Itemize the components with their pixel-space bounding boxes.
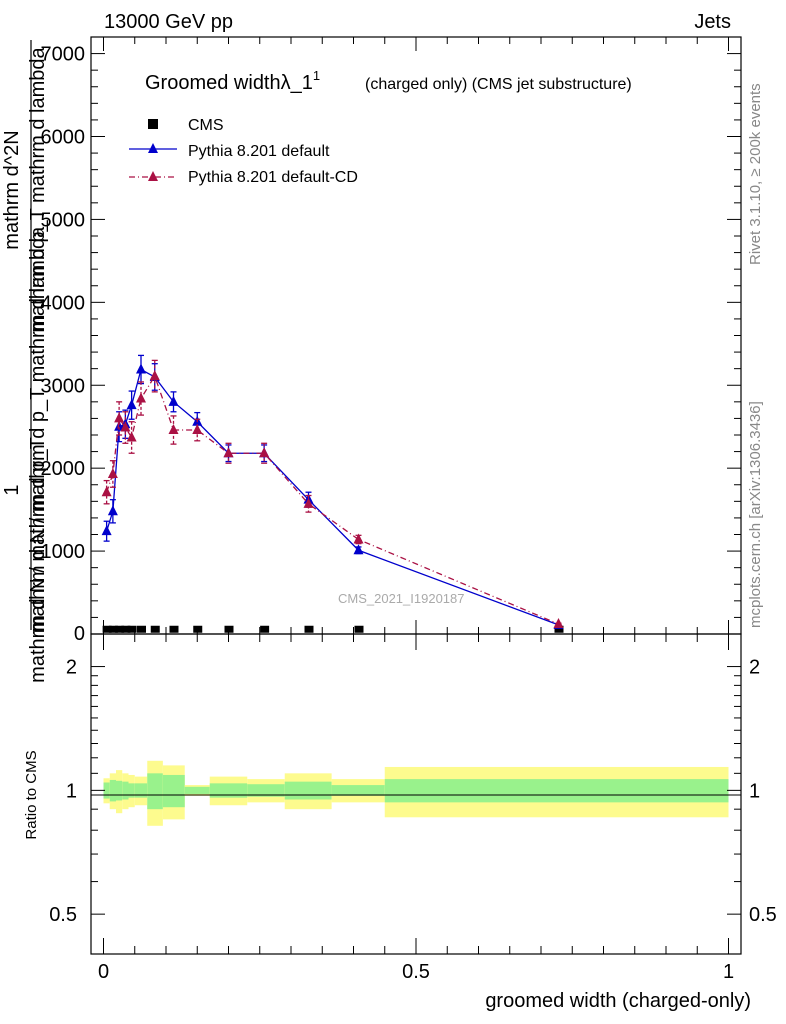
- ratio-y-label: Ratio to CMS: [23, 750, 40, 839]
- legend-cd-marker: [148, 171, 158, 181]
- stat-uncertainty-band: [284, 781, 332, 800]
- main-y-axis: 1000 2000 3000 4000 5000 6000 7000 0: [41, 36, 741, 645]
- collision-label: 13000 GeV pp: [104, 11, 233, 33]
- y-tick-label-zero: 0: [74, 623, 85, 645]
- stat-uncertainty-band: [116, 780, 123, 801]
- ratio-y-tick-label: 1: [66, 780, 77, 802]
- data-point-triangle: [107, 505, 118, 516]
- data-point-cms: [127, 625, 137, 633]
- stat-uncertainty-band: [122, 781, 129, 800]
- data-point-triangle: [259, 447, 270, 458]
- data-point-cms: [121, 625, 131, 633]
- stat-uncertainty-band: [128, 783, 135, 798]
- data-point-triangle: [101, 486, 112, 497]
- x-tick-label: 0: [98, 961, 109, 983]
- data-point-cms: [115, 625, 125, 633]
- ratio-y-tick-label: 0.5: [49, 904, 77, 926]
- data-point-triangle: [149, 370, 160, 381]
- stat-uncertainty-band: [209, 783, 248, 798]
- y-tick-label: 4000: [41, 292, 86, 314]
- watermark: CMS_2021_I1920187: [338, 591, 465, 606]
- legend-cms-label: CMS: [188, 117, 224, 134]
- y-label-one: 1: [1, 484, 23, 495]
- legend: CMS Pythia 8.201 default Pythia 8.201 de…: [129, 117, 358, 186]
- stat-uncertainty-band: [247, 784, 285, 797]
- series-line-1: [106, 368, 559, 626]
- stat-uncertainty-band: [384, 779, 729, 803]
- data-point-cms: [137, 625, 146, 633]
- stat-uncertainty-band: [134, 783, 148, 798]
- data-point-triangle: [303, 497, 314, 508]
- legend-cd-label: Pythia 8.201 default-CD: [188, 169, 358, 186]
- data-point-triangle: [223, 447, 234, 458]
- data-point-triangle: [107, 467, 118, 478]
- x-tick-label: 1: [723, 961, 734, 983]
- chart-title-note: (charged only) (CMS jet substructure): [365, 76, 632, 93]
- data-point-triangle: [168, 424, 179, 435]
- rivet-label: Rivet 3.1.10, ≥ 200k events: [747, 83, 764, 265]
- mcplots-label: mcplots.cern.ch [arXiv:1306.3436]: [747, 401, 764, 628]
- data-point-cms: [354, 625, 364, 633]
- main-y-label: 1 mathrm d^2N mathrm d p_T mathrm d lamb…: [1, 40, 49, 683]
- ratio-panel: 0.5 0.51 12 2 0 0.5 1 Ratio to CMS groomed wi…: [23, 633, 777, 1012]
- stat-uncertainty-band: [162, 774, 185, 808]
- data-point-triangle: [353, 533, 364, 544]
- chart-title: Groomed widthλ_11: [145, 68, 320, 94]
- ratio-y-axis: 0.5 0.5 1 1 2 2: [49, 657, 777, 927]
- data-point-triangle: [136, 363, 146, 374]
- data-point-cms: [108, 625, 118, 633]
- stat-uncertainty-band: [147, 773, 163, 810]
- y-tick-label: 2000: [41, 458, 86, 480]
- ratio-y-tick-label-right: 2: [749, 657, 760, 679]
- main-panel: 1000 2000 3000 4000 5000 6000 7000 0 Groomed wi…: [1, 36, 742, 683]
- y-tick-label: 5000: [41, 209, 86, 231]
- data-point-triangle: [168, 395, 179, 406]
- y-label-denominator: mathrm d p_T mathrm d lambda: [27, 46, 49, 332]
- data-point-cms: [150, 625, 160, 633]
- data-point-cms: [102, 625, 112, 633]
- data-point-triangle: [126, 399, 137, 410]
- process-label: Jets: [694, 11, 731, 33]
- ratio-x-axis: 0 0.5 1: [98, 634, 734, 983]
- data-point-cms: [260, 625, 270, 633]
- y-label-numerator: mathrm d^2N: [1, 130, 23, 249]
- data-point-triangle: [136, 392, 146, 403]
- stat-uncertainty-band: [184, 786, 210, 794]
- x-axis-label: groomed width (charged-only): [485, 990, 751, 1012]
- data-point-cms: [304, 625, 314, 633]
- legend-default-marker: [148, 143, 158, 153]
- y-tick-label: 6000: [41, 127, 86, 149]
- series-line-2: [106, 374, 559, 625]
- data-point-triangle: [114, 412, 125, 423]
- data-point-cms: [169, 625, 179, 633]
- data-point-triangle: [126, 431, 137, 442]
- ratio-y-tick-label-right: 0.5: [749, 904, 777, 926]
- ratio-y-tick-label: 2: [66, 657, 77, 679]
- x-tick-label: 0.5: [402, 961, 430, 983]
- ratio-y-tick-label-right: 1: [749, 780, 760, 802]
- legend-cms-marker: [148, 119, 158, 129]
- y-label-denominator-2: mathrm d N / mathrm d p_T: [27, 437, 49, 683]
- data-point-triangle: [353, 544, 364, 555]
- y-label-numerator-2: mathrm d N / mathrm d p_T mathrm d lambd…: [27, 226, 49, 633]
- main-x-ticks: [103, 37, 729, 634]
- y-tick-label: 7000: [41, 44, 86, 66]
- data-point-triangle: [553, 618, 564, 629]
- data-point-triangle: [101, 525, 112, 536]
- legend-default-label: Pythia 8.201 default: [188, 143, 330, 160]
- y-tick-label: 1000: [41, 541, 86, 563]
- data-point-triangle: [120, 421, 131, 432]
- stat-uncertainty-band: [331, 785, 385, 796]
- stat-uncertainty-band: [109, 779, 116, 802]
- y-tick-label: 3000: [41, 375, 86, 397]
- data-point-cms: [554, 625, 564, 633]
- data-point-triangle: [192, 424, 203, 435]
- stat-uncertainty-band: [103, 782, 110, 799]
